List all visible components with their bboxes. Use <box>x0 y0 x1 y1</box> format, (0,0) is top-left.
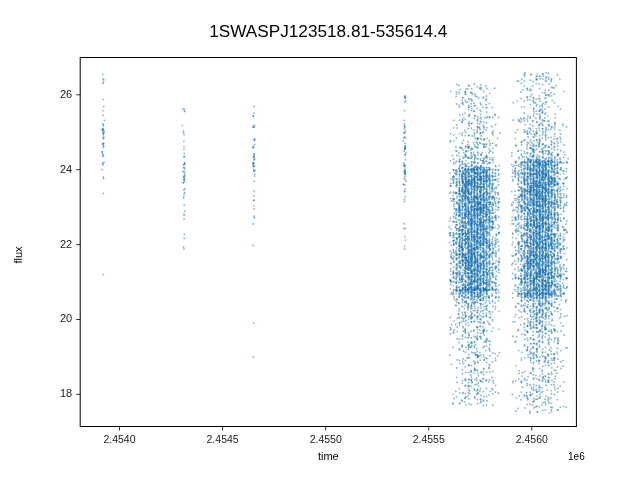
svg-text:1e6: 1e6 <box>568 451 585 462</box>
svg-text:2.4555: 2.4555 <box>413 433 445 445</box>
svg-text:20: 20 <box>60 312 72 324</box>
svg-text:2.4550: 2.4550 <box>310 433 342 445</box>
svg-text:2.4545: 2.4545 <box>207 433 239 445</box>
svg-text:1SWASPJ123518.81-535614.4: 1SWASPJ123518.81-535614.4 <box>209 21 448 41</box>
svg-text:2.4560: 2.4560 <box>516 433 548 445</box>
svg-text:18: 18 <box>60 387 72 399</box>
svg-text:22: 22 <box>60 238 72 250</box>
svg-text:time: time <box>318 450 339 462</box>
svg-text:24: 24 <box>60 163 72 175</box>
svg-text:2.4540: 2.4540 <box>103 433 135 445</box>
svg-text:26: 26 <box>60 88 72 100</box>
